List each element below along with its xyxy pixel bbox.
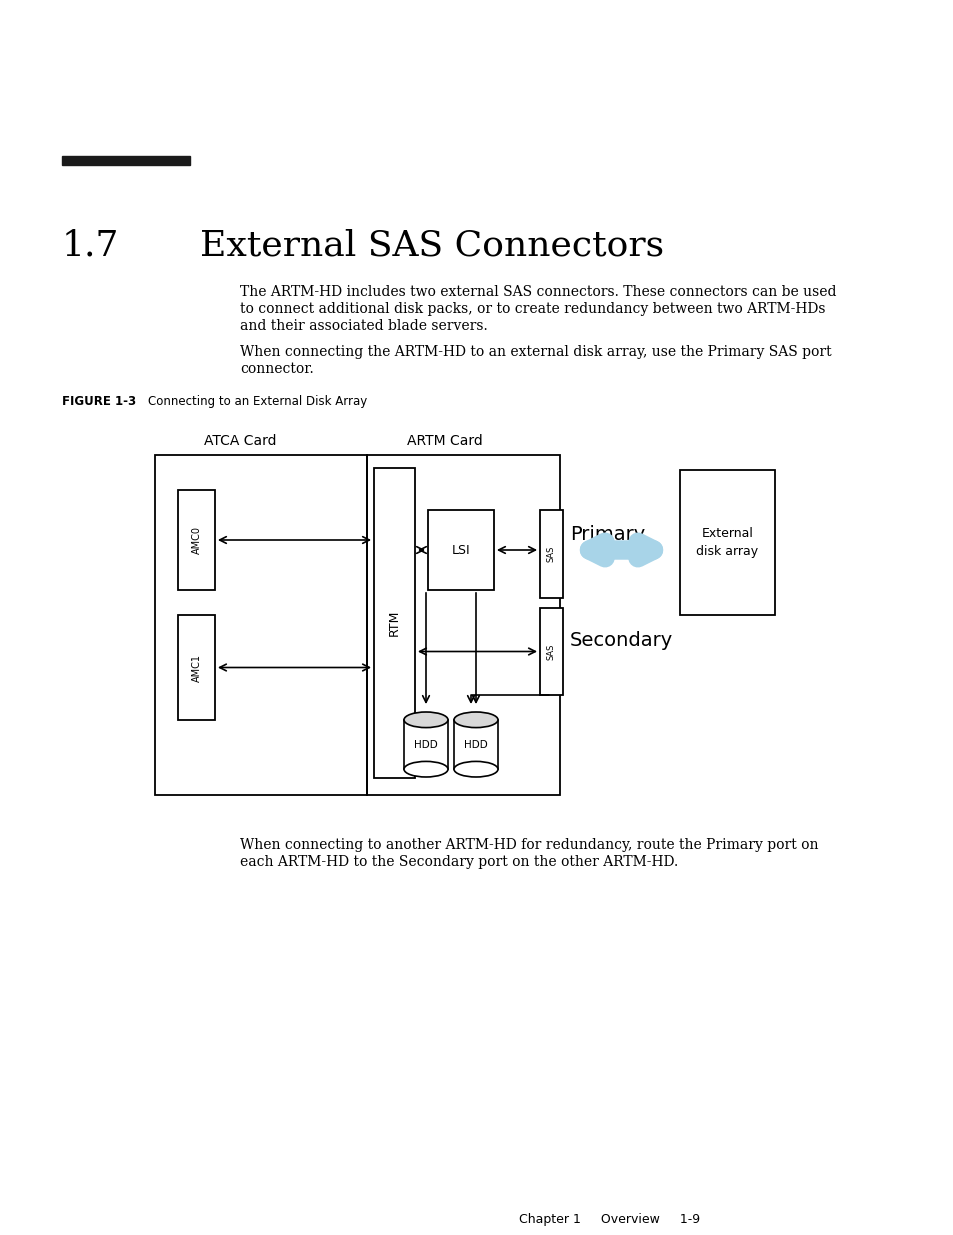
Text: connector.: connector. <box>240 362 314 375</box>
Text: ATCA Card: ATCA Card <box>204 433 276 448</box>
Bar <box>539 510 562 598</box>
Text: AMC0: AMC0 <box>192 526 201 555</box>
Text: Primary: Primary <box>569 526 644 545</box>
Text: HDD: HDD <box>464 740 487 750</box>
Bar <box>374 468 415 778</box>
Ellipse shape <box>454 713 497 727</box>
Text: AMC1: AMC1 <box>192 653 201 682</box>
Ellipse shape <box>454 762 497 777</box>
Text: LSI: LSI <box>451 543 470 557</box>
Text: each ARTM-HD to the Secondary port on the other ARTM-HD.: each ARTM-HD to the Secondary port on th… <box>240 855 678 869</box>
Bar <box>62 156 190 165</box>
Ellipse shape <box>403 713 448 727</box>
Text: Connecting to an External Disk Array: Connecting to an External Disk Array <box>148 395 367 408</box>
Ellipse shape <box>403 762 448 777</box>
Text: The ARTM-HD includes two external SAS connectors. These connectors can be used: The ARTM-HD includes two external SAS co… <box>240 285 836 299</box>
Bar <box>367 454 559 795</box>
Text: ARTM Card: ARTM Card <box>407 433 482 448</box>
Text: When connecting the ARTM-HD to an external disk array, use the Primary SAS port: When connecting the ARTM-HD to an extern… <box>240 345 831 359</box>
Text: Chapter 1     Overview     1-9: Chapter 1 Overview 1-9 <box>518 1213 700 1226</box>
Text: HDD: HDD <box>414 740 437 750</box>
Text: External
disk array: External disk array <box>696 527 758 558</box>
Bar <box>454 720 497 769</box>
Text: 1.7: 1.7 <box>62 228 119 262</box>
Bar <box>539 608 562 695</box>
Text: FIGURE 1-3: FIGURE 1-3 <box>62 395 136 408</box>
Text: RTM: RTM <box>388 610 400 636</box>
Bar <box>679 471 774 615</box>
Text: External SAS Connectors: External SAS Connectors <box>200 228 663 262</box>
Text: SAS: SAS <box>546 546 556 562</box>
Bar <box>178 490 214 590</box>
Bar <box>428 510 494 590</box>
Bar <box>154 454 367 795</box>
Text: Secondary: Secondary <box>569 631 673 650</box>
Text: to connect additional disk packs, or to create redundancy between two ARTM-HDs: to connect additional disk packs, or to … <box>240 303 824 316</box>
Bar <box>403 720 448 769</box>
Bar <box>178 615 214 720</box>
Text: SAS: SAS <box>546 643 556 659</box>
Text: and their associated blade servers.: and their associated blade servers. <box>240 319 487 333</box>
Text: When connecting to another ARTM-HD for redundancy, route the Primary port on: When connecting to another ARTM-HD for r… <box>240 839 818 852</box>
